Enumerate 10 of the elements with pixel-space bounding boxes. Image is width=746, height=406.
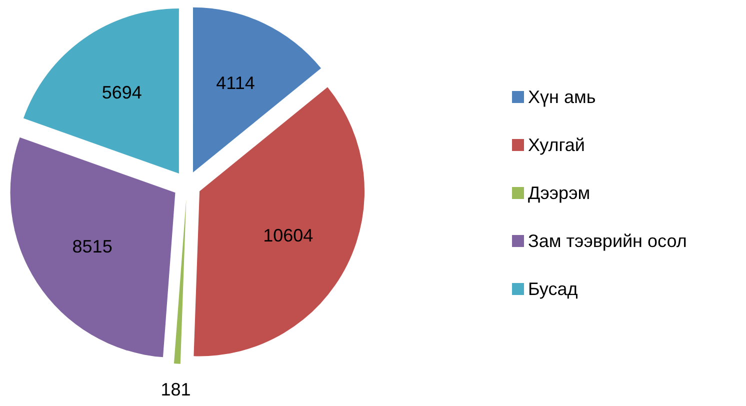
data-label: 8515: [72, 236, 112, 257]
data-label: 181: [160, 380, 191, 400]
data-label: 10604: [263, 225, 314, 246]
data-label: 4114: [216, 72, 255, 93]
legend-label: Хулгай: [528, 135, 585, 155]
legend-label: Бусад: [528, 279, 578, 299]
data-label: 5694: [102, 82, 142, 103]
legend-label: Зам тээврийн осол: [528, 231, 687, 251]
legend-label: Хүн амь: [528, 87, 596, 107]
legend-label: Дээрэм: [528, 183, 590, 203]
